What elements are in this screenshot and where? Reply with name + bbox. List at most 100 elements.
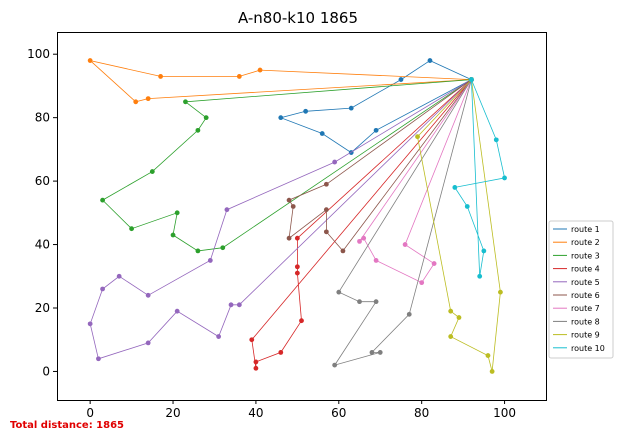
total-distance-label: Total distance: 1865 [10,420,125,431]
route-point [481,248,487,254]
route-point [332,159,338,165]
legend-label: route 10 [571,344,605,353]
route-line [279,60,472,154]
route-point [340,248,346,254]
route-point [278,350,284,355]
route-point [323,181,329,187]
route-point [456,315,462,320]
y-tick-label: 60 [35,174,50,188]
route-point [145,292,151,298]
route-point [299,318,304,324]
route-point [257,67,263,73]
legend-label: route 9 [571,331,600,340]
route-point [183,99,188,105]
route-point [100,197,105,203]
y-tick-label: 80 [35,111,50,125]
route-point [493,137,499,143]
route-point [236,302,242,308]
route-point [203,115,209,121]
route-point [116,273,122,279]
route-point [249,337,255,343]
route-point [469,77,474,82]
x-tick-label: 0 [86,406,94,420]
route-5 [87,77,474,362]
route-point [348,105,354,111]
route-point [431,261,437,266]
route-point [452,185,458,190]
route-point [319,131,325,136]
route-point [373,299,379,305]
y-tick-label: 0 [42,364,50,378]
route-point [502,175,507,181]
y-tick-label: 100 [27,47,50,61]
chart-title: A-n80-k10 1865 [238,9,358,27]
route-point [477,273,483,279]
route-point [464,204,470,209]
x-tick-label: 40 [248,406,263,420]
route-point [87,321,93,327]
legend-label: route 4 [571,265,600,274]
route-point [278,115,284,121]
legend-label: route 2 [571,238,600,247]
route-point [133,99,139,105]
route-point [377,350,383,355]
route-line [454,79,506,277]
route-lines [87,58,507,374]
route-point [290,204,296,209]
route-point [286,235,292,241]
route-point [195,127,201,133]
route-point [357,299,362,305]
route-line [251,79,472,369]
route-point [373,258,379,263]
route-point [174,210,180,216]
route-point [158,74,164,79]
route-point [174,308,180,314]
route-point [224,207,230,213]
route-point [336,289,342,295]
route-point [498,289,503,295]
route-point [294,264,300,270]
route-point [207,258,213,263]
route-point [129,226,134,232]
route-point [87,58,93,63]
route-point [398,77,404,82]
route-point [419,280,425,286]
route-point [402,242,408,247]
route-point [427,58,433,63]
route-10 [452,77,507,279]
legend-label: route 7 [571,304,600,313]
route-point [195,248,201,254]
y-tick-label: 40 [35,238,50,252]
route-point [357,238,362,244]
route-point [228,302,234,308]
route-point [303,108,309,114]
route-point [361,235,367,241]
x-tick-label: 100 [493,406,516,420]
x-tick-label: 80 [414,406,429,420]
route-point [145,96,151,102]
route-point [236,74,242,79]
route-point [145,340,151,346]
axis-ticks: 0 20 40 60 80 100 0 20 40 60 80 100 [27,47,516,420]
route-point [323,229,329,235]
route-point [415,134,420,140]
route-point [286,197,292,203]
route-point [485,353,491,358]
y-tick-label: 20 [35,301,50,315]
x-tick-label: 20 [165,406,180,420]
route-point [489,369,495,374]
route-line [101,79,472,252]
route-point [253,359,259,365]
legend-label: route 3 [571,251,600,260]
route-point [294,270,300,276]
route-point [253,365,259,371]
route-point [294,235,300,241]
route-point [96,356,101,362]
plot-area [57,32,547,401]
route-point [369,350,375,355]
legend-label: route 5 [571,278,600,287]
route-point [170,232,176,238]
route-point [323,207,329,213]
route-point [373,127,379,133]
